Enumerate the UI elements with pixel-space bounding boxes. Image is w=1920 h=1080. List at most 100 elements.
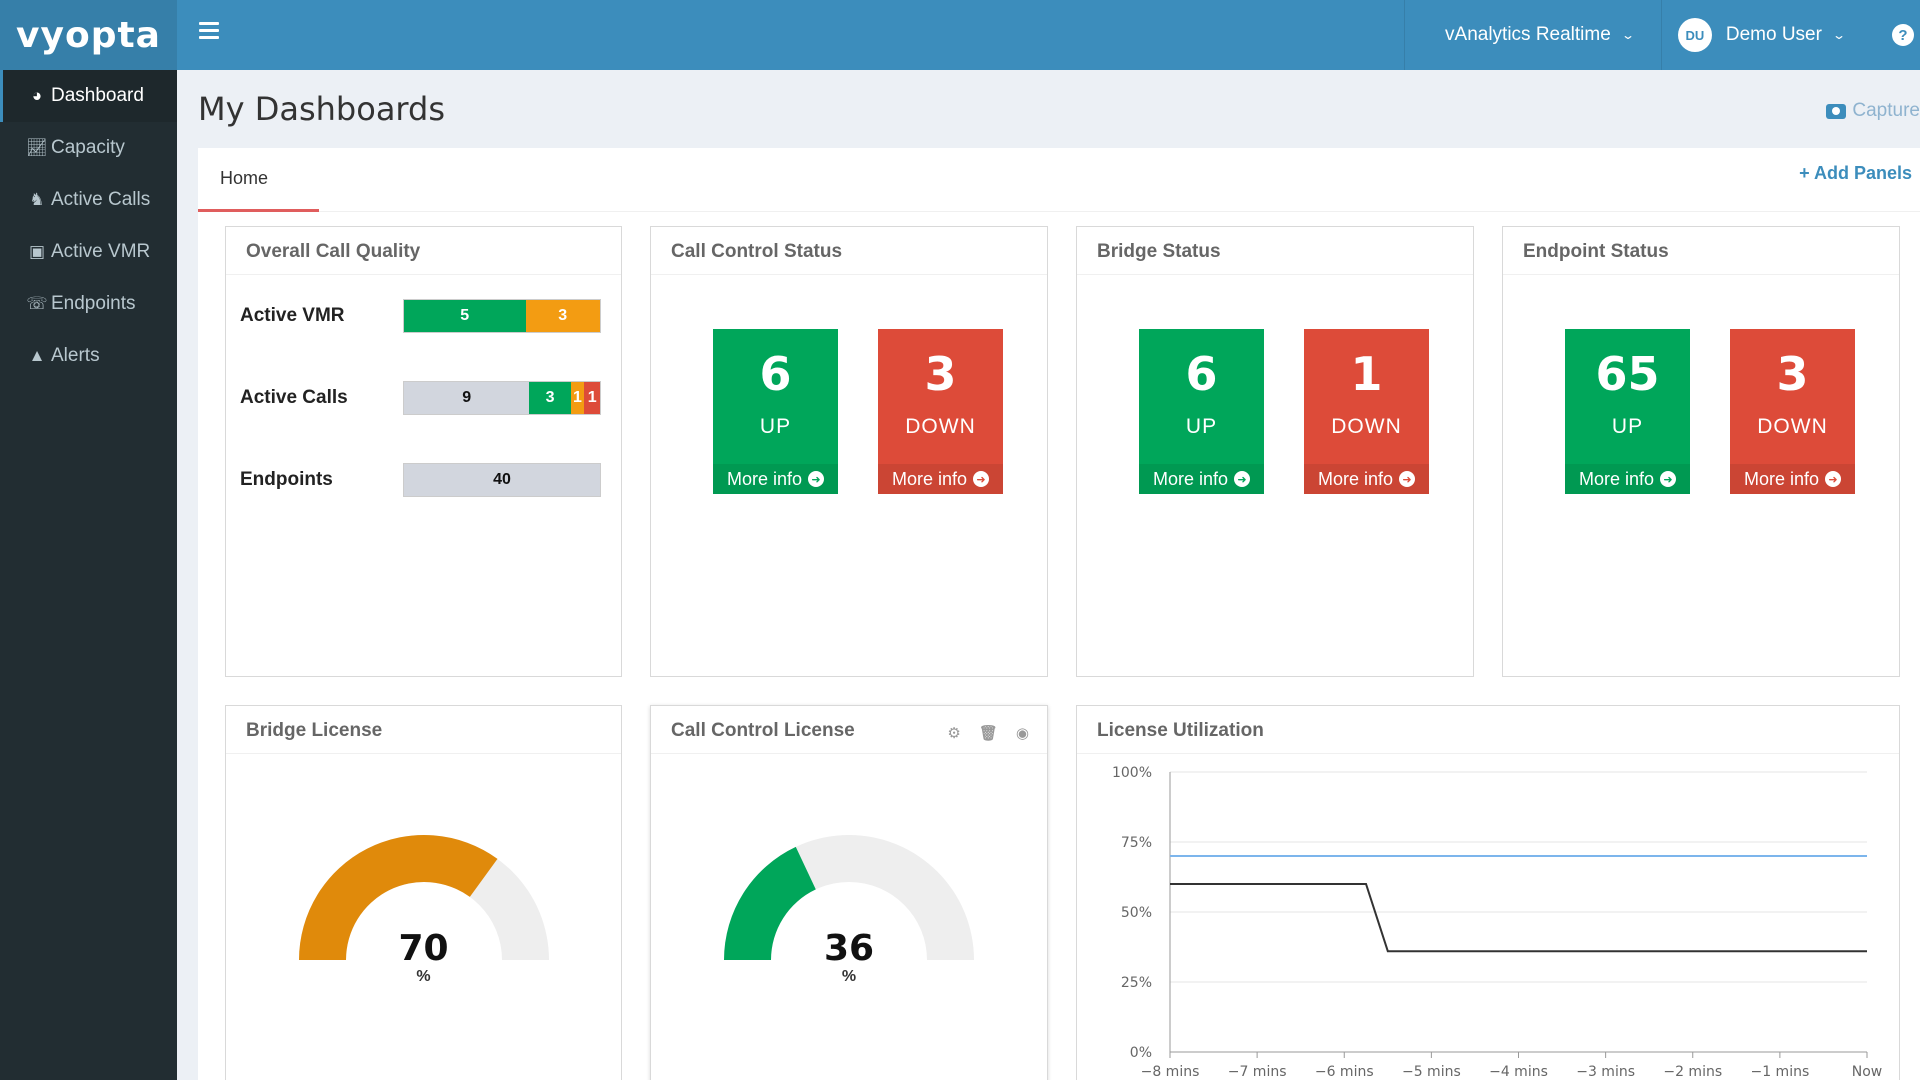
tab-home[interactable]: Home xyxy=(198,148,319,212)
up-count: 6 xyxy=(759,347,792,401)
gauge-fill xyxy=(299,835,498,960)
endpoint-status-panel: Endpoint Status 65 UP More info ➜ 3 DOWN … xyxy=(1502,226,1900,677)
sidebar-item-dashboard[interactable]: ◕ Dashboard xyxy=(0,70,177,122)
dashboard-board: Home + Add Panels Overall Call Quality A… xyxy=(198,148,1920,1080)
vyopta-logo[interactable]: vyopta xyxy=(0,0,177,70)
down-label: DOWN xyxy=(905,415,976,438)
down-count: 3 xyxy=(1776,347,1809,401)
navbar: vAnalytics Realtime ⌄ DU Demo User ⌄ ? xyxy=(177,0,1920,70)
more-info-link[interactable]: More info ➜ xyxy=(878,464,1003,494)
call-control-status-panel: Call Control Status 6 UP More info ➜ 3 DO… xyxy=(650,226,1048,677)
x-tick-label: −7 mins xyxy=(1228,1064,1287,1080)
quality-segment: 3 xyxy=(525,300,600,332)
panel-title: Endpoint Status xyxy=(1503,227,1899,275)
help-button[interactable]: ? xyxy=(1872,0,1920,70)
up-count: 65 xyxy=(1595,347,1660,401)
more-info-label: More info xyxy=(726,468,803,489)
sidebar-item-active-calls[interactable]: ♞ Active Calls xyxy=(0,174,177,226)
app-menu-dropdown[interactable]: vAnalytics Realtime ⌄ xyxy=(1404,0,1661,70)
up-status-box[interactable]: 65 UP More info ➜ xyxy=(1565,329,1690,494)
help-icon: ? xyxy=(1892,24,1914,46)
warning-icon: ▲ xyxy=(28,346,46,365)
sidebar: ◕ Dashboard 📈︎ Capacity ♞ Active Calls ▣… xyxy=(0,70,177,1080)
trash-icon[interactable]: 🗑︎ xyxy=(978,725,998,742)
quality-segment: 5 xyxy=(404,300,526,332)
add-panels-button[interactable]: + Add Panels xyxy=(1799,163,1912,183)
call-control-license-panel: Call Control License ⚙ 🗑︎ ◉ 36 % xyxy=(650,705,1048,1080)
down-status-box[interactable]: 3 DOWN More info ➜ xyxy=(1730,329,1855,494)
gauge-value: 36 xyxy=(823,928,875,969)
down-status-box[interactable]: 1 DOWN More info ➜ xyxy=(1304,329,1429,494)
sidebar-item-label: Capacity xyxy=(51,137,125,158)
panel-title: Bridge License xyxy=(226,706,621,754)
down-count: 3 xyxy=(924,347,957,401)
quality-segment: 40 xyxy=(404,464,600,496)
more-info-link[interactable]: More info ➜ xyxy=(1139,464,1264,494)
down-label: DOWN xyxy=(1757,415,1828,438)
down-status-box[interactable]: 3 DOWN More info ➜ xyxy=(878,329,1003,494)
quality-segment: 3 xyxy=(529,382,571,414)
capture-button[interactable]: Capture xyxy=(1826,100,1920,122)
chevron-down-icon: ⌄ xyxy=(1831,28,1847,42)
sidebar-item-alerts[interactable]: ▲ Alerts xyxy=(0,330,177,382)
more-info-label: More info xyxy=(1743,468,1820,489)
app-menu-label: vAnalytics Realtime xyxy=(1445,24,1611,45)
avatar: DU xyxy=(1677,18,1712,52)
ocq-label: Endpoints xyxy=(240,469,333,490)
arrow-circle-right-icon: ➜ xyxy=(1825,471,1842,487)
y-tick-label: 0% xyxy=(1130,1045,1152,1061)
hamburger-menu-icon[interactable] xyxy=(199,22,219,42)
tab-bar: Home + Add Panels xyxy=(198,148,1920,212)
sidebar-item-label: Endpoints xyxy=(51,293,136,314)
page-title: My Dashboards xyxy=(198,90,445,128)
user-menu-dropdown[interactable]: DU Demo User ⌄ xyxy=(1660,0,1872,70)
sidebar-item-capacity[interactable]: 📈︎ Capacity xyxy=(0,122,177,174)
panel-title: Bridge Status xyxy=(1077,227,1473,275)
sidebar-item-endpoints[interactable]: ☏ Endpoints xyxy=(0,278,177,330)
license-utilization-chart: 0% 25% 50% 75% 100% −8 mins −7 mins −6 mins −5 m… xyxy=(1112,765,1883,1080)
more-info-label: More info xyxy=(1317,468,1394,489)
up-status-box[interactable]: 6 UP More info ➜ xyxy=(713,329,838,494)
quality-segment: 1 xyxy=(570,382,585,414)
gear-icon[interactable]: ⚙ xyxy=(947,725,961,742)
quality-segment: 1 xyxy=(584,382,600,414)
arrow-circle-right-icon: ➜ xyxy=(1399,471,1416,487)
more-info-link[interactable]: More info ➜ xyxy=(1730,464,1855,494)
capture-label: Capture xyxy=(1852,100,1920,121)
gauge-value: 70 xyxy=(398,928,449,969)
camera-icon[interactable]: ◉ xyxy=(1015,725,1029,742)
ocq-bar[interactable]: 40 xyxy=(403,463,601,497)
user-name: Demo User xyxy=(1725,24,1822,45)
more-info-link[interactable]: More info ➜ xyxy=(1565,464,1690,494)
license-utilization-panel: License Utilization 0% 25% 50% 75% 100% −8 mi… xyxy=(1076,705,1900,1080)
camera-icon xyxy=(1826,103,1847,119)
series-line-1 xyxy=(1170,883,1867,953)
sidebar-item-label: Dashboard xyxy=(51,85,144,106)
panel-title: License Utilization xyxy=(1077,706,1899,754)
panel-title: Call Control License ⚙ 🗑︎ ◉ xyxy=(651,706,1047,754)
sidebar-item-active-vmr[interactable]: ▣ Active VMR xyxy=(0,226,177,278)
monitor-icon: ▣ xyxy=(28,242,46,261)
content-area: My Dashboards Capture Home + Add Panels … xyxy=(177,70,1920,1080)
x-tick-label: −3 mins xyxy=(1576,1064,1635,1080)
x-tick-label: −5 mins xyxy=(1402,1064,1461,1080)
more-info-link[interactable]: More info ➜ xyxy=(1304,464,1429,494)
x-tick-label: Now xyxy=(1852,1064,1883,1080)
gauge-unit: % xyxy=(416,968,431,985)
x-tick-label: −4 mins xyxy=(1489,1064,1548,1080)
panel-title: Call Control Status xyxy=(651,227,1047,275)
bridge-license-gauge xyxy=(299,835,549,960)
up-count: 6 xyxy=(1185,347,1218,401)
up-status-box[interactable]: 6 UP More info ➜ xyxy=(1139,329,1264,494)
x-tick-label: −2 mins xyxy=(1663,1064,1722,1080)
panel-title: Overall Call Quality xyxy=(226,227,621,275)
more-info-link[interactable]: More info ➜ xyxy=(713,464,838,494)
sidebar-item-label: Active VMR xyxy=(51,241,151,262)
panel-tools: ⚙ 🗑︎ ◉ xyxy=(947,724,1029,742)
gauge-unit: % xyxy=(841,968,857,985)
